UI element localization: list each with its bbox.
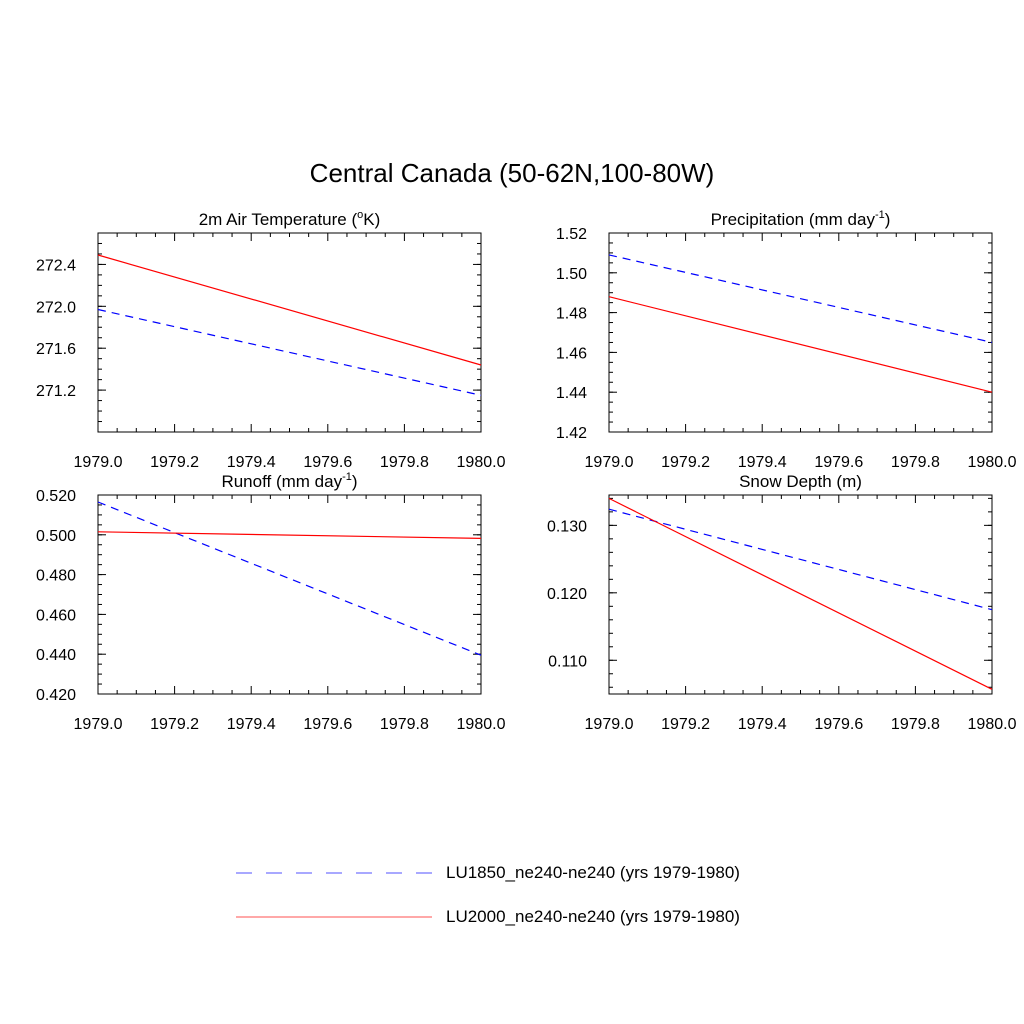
y-tick-label: 0.460 — [36, 607, 76, 624]
x-tick-label: 1979.4 — [227, 454, 276, 471]
legend: LU1850_ne240-ne240 (yrs 1979-1980) LU200… — [236, 863, 740, 926]
x-tick-label: 1980.0 — [457, 454, 506, 471]
y-tick-label: 0.480 — [36, 568, 76, 585]
x-tick-label: 1979.8 — [891, 454, 940, 471]
x-tick-label: 1979.2 — [150, 716, 199, 733]
legend-label-lu2000: LU2000_ne240-ne240 (yrs 1979-1980) — [446, 907, 740, 926]
y-tick-label: 0.440 — [36, 647, 76, 664]
panel-1: 2m Air Temperature (oK) 1979.0 1979.2 1979.… — [36, 209, 506, 471]
x-tick-label: 1980.0 — [968, 716, 1017, 733]
x-tick-label: 1979.4 — [738, 716, 787, 733]
x-tick-label: 1980.0 — [457, 716, 506, 733]
series-line-lu1850 — [97, 308, 482, 396]
x-tick-label: 1979.0 — [74, 454, 123, 471]
panel-title: 2m Air Temperature (oK) — [199, 209, 381, 229]
y-tick-label: 1.52 — [556, 226, 587, 243]
panel-title: Runoff (mm day-1) — [221, 471, 357, 491]
x-tick-label: 1979.0 — [585, 716, 634, 733]
x-tick-label: 1979.2 — [661, 716, 710, 733]
series-line-lu2000 — [608, 296, 993, 393]
plot-frame — [97, 232, 482, 433]
main-title: Central Canada (50-62N,100-80W) — [309, 158, 715, 188]
y-tick-label: 1.42 — [556, 425, 587, 442]
series-line-lu1850 — [608, 254, 993, 343]
x-tick-label: 1980.0 — [968, 454, 1017, 471]
x-tick-label: 1979.2 — [150, 454, 199, 471]
x-tick-label: 1979.2 — [661, 454, 710, 471]
x-tick-label: 1979.0 — [74, 716, 123, 733]
y-tick-label: 272.4 — [36, 257, 76, 274]
y-tick-label: 1.44 — [556, 385, 587, 402]
panels-group: 2m Air Temperature (oK) 1979.0 1979.2 1979.… — [36, 209, 1017, 733]
panel-3: Runoff (mm day-1) 1979.0 1979.2 1979.4 1979.… — [36, 471, 506, 733]
x-tick-label: 1979.6 — [303, 454, 352, 471]
y-tick-label: 0.120 — [547, 586, 587, 603]
x-tick-label: 1979.8 — [380, 716, 429, 733]
y-tick-label: 1.50 — [556, 266, 587, 283]
x-tick-label: 1979.0 — [585, 454, 634, 471]
x-tick-label: 1979.8 — [891, 716, 940, 733]
y-tick-label: 271.2 — [36, 383, 76, 400]
series-line-lu2000 — [97, 254, 482, 366]
y-tick-label: 0.420 — [36, 687, 76, 704]
series-line-lu1850 — [608, 508, 993, 611]
y-tick-label: 1.46 — [556, 345, 587, 362]
panel-4: Snow Depth (m) 1979.0 1979.2 1979.4 1979.6 19… — [547, 472, 1017, 733]
x-tick-label: 1979.6 — [303, 716, 352, 733]
y-tick-label: 0.130 — [547, 518, 587, 535]
x-tick-label: 1979.4 — [738, 454, 787, 471]
x-tick-label: 1979.6 — [814, 454, 863, 471]
legend-label-lu1850: LU1850_ne240-ne240 (yrs 1979-1980) — [446, 863, 740, 882]
y-tick-label: 0.520 — [36, 488, 76, 505]
series-line-lu1850 — [97, 501, 482, 656]
y-tick-label: 0.500 — [36, 528, 76, 545]
x-tick-label: 1979.4 — [227, 716, 276, 733]
y-tick-label: 272.0 — [36, 299, 76, 316]
series-line-lu2000 — [97, 531, 482, 539]
y-tick-label: 271.6 — [36, 341, 76, 358]
y-tick-label: 1.48 — [556, 306, 587, 323]
panel-title: Precipitation (mm day-1) — [711, 209, 891, 229]
panel-title: Snow Depth (m) — [739, 472, 862, 491]
panel-2: Precipitation (mm day-1) 1979.0 1979.2 1979… — [556, 209, 1017, 471]
series-line-lu2000 — [608, 497, 993, 690]
x-tick-label: 1979.6 — [814, 716, 863, 733]
x-tick-label: 1979.8 — [380, 454, 429, 471]
plot-frame — [608, 232, 993, 433]
y-tick-label: 0.110 — [548, 653, 587, 670]
